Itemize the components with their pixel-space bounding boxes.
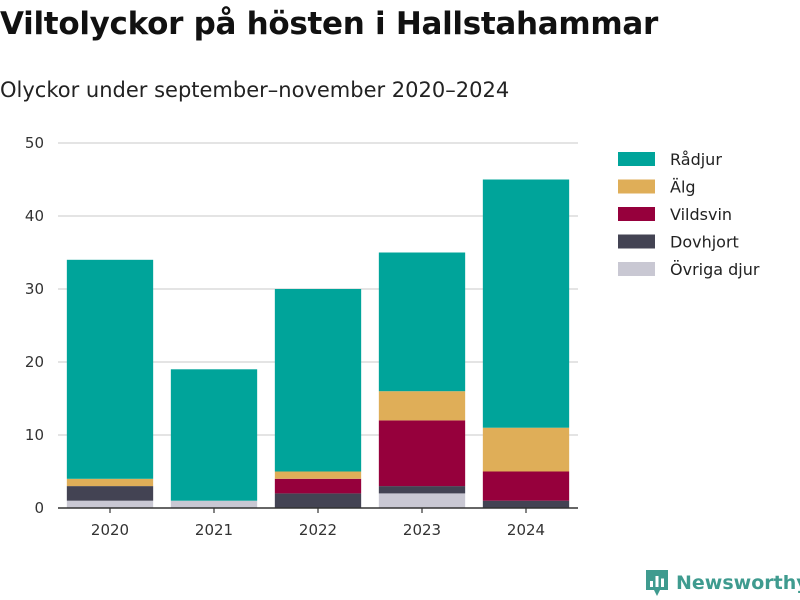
y-tick-label: 50 xyxy=(25,134,44,152)
bar-ovriga-djur-2023 xyxy=(378,493,466,508)
bar-radjur-2020 xyxy=(66,259,154,479)
bar-alg-2020 xyxy=(66,478,154,487)
bar-radjur-2023 xyxy=(378,252,466,392)
brand-name: Newsworthy xyxy=(676,572,800,594)
chart-subtitle: Olyckor under september–november 2020–20… xyxy=(0,78,510,102)
chart-title: Viltolyckor på hösten i Hallstahammar xyxy=(0,6,659,42)
bars xyxy=(66,179,570,508)
bar-vildsvin-2023 xyxy=(378,420,466,487)
y-tick-label: 10 xyxy=(25,426,44,444)
bar-ovriga-djur-2021 xyxy=(170,500,258,508)
bar-radjur-2021 xyxy=(170,369,258,501)
y-tick-label: 0 xyxy=(34,499,44,517)
x-tick-label: 2021 xyxy=(195,521,233,539)
bar-dovhjort-2022 xyxy=(274,493,362,508)
bar-radjur-2024 xyxy=(482,179,570,428)
x-tick-label: 2020 xyxy=(91,521,129,539)
brand-logo: Newsworthy xyxy=(644,568,800,598)
x-tick-label: 2024 xyxy=(507,521,545,539)
y-tick-label: 30 xyxy=(25,280,44,298)
bar-alg-2024 xyxy=(482,427,570,472)
bar-alg-2023 xyxy=(378,391,466,421)
bar-dovhjort-2023 xyxy=(378,486,466,494)
legend-swatch-radjur xyxy=(618,152,655,166)
axes: 0 10 20 30 40 50 2020 2021 2022 2023 2024 xyxy=(25,134,578,539)
bar-vildsvin-2024 xyxy=(482,471,570,501)
legend-swatch-dovhjort xyxy=(618,234,655,249)
bar-ovriga-djur-2020 xyxy=(66,500,154,508)
y-tick-label: 20 xyxy=(25,353,44,371)
legend-swatch-alg xyxy=(618,179,655,194)
legend-label-radjur: Rådjur xyxy=(670,150,722,169)
legend-swatch-ovriga-djur xyxy=(618,262,655,276)
x-tick-label: 2023 xyxy=(403,521,441,539)
bar-dovhjort-2020 xyxy=(66,486,154,501)
bar-vildsvin-2022 xyxy=(274,478,362,494)
bar-radjur-2022 xyxy=(274,289,362,472)
x-tick-label: 2022 xyxy=(299,521,337,539)
legend-label-vildsvin: Vildsvin xyxy=(670,205,732,224)
bar-chart-badge-icon xyxy=(646,570,668,596)
legend: Rådjur Älg Vildsvin Dovhjort Övriga djur xyxy=(618,150,760,279)
legend-label-ovriga-djur: Övriga djur xyxy=(670,260,760,279)
legend-label-alg: Älg xyxy=(670,178,696,197)
bar-alg-2022 xyxy=(274,471,362,479)
legend-label-dovhjort: Dovhjort xyxy=(670,233,739,252)
bar-dovhjort-2024 xyxy=(482,500,570,508)
legend-swatch-vildsvin xyxy=(618,207,655,221)
y-tick-label: 40 xyxy=(25,207,44,225)
